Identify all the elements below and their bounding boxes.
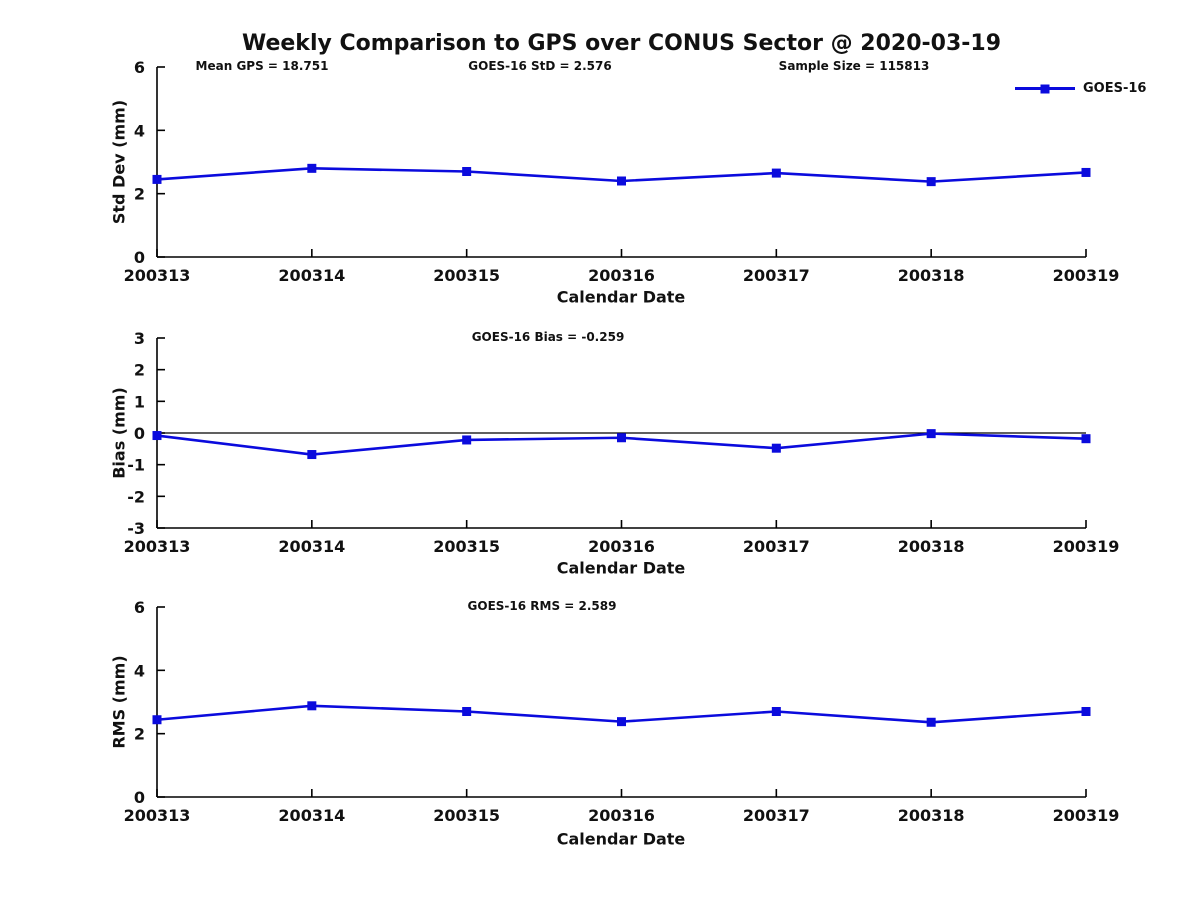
data-point-marker <box>926 429 936 439</box>
data-point-marker <box>1081 707 1091 716</box>
data-point-marker <box>617 176 626 186</box>
data-point-marker <box>1081 167 1091 177</box>
data-point-marker <box>462 435 472 445</box>
x-tick-label: 200314 <box>278 537 345 556</box>
x-tick-label: 200316 <box>588 806 655 825</box>
data-point-marker <box>462 167 472 176</box>
legend-label: GOES-16 <box>1083 81 1147 96</box>
xlabel-calendar-date-3: Calendar Date <box>556 829 686 849</box>
xlabel-calendar-date-2: Calendar Date <box>556 558 686 578</box>
data-point-marker <box>926 177 936 187</box>
y-tick-label: 0 <box>134 788 145 807</box>
legend: GOES-16 <box>1015 81 1146 96</box>
y-tick-label: 2 <box>134 185 145 204</box>
data-point-marker <box>307 450 317 460</box>
data-point-marker <box>307 163 317 173</box>
x-tick-label: 200313 <box>124 806 191 825</box>
y-tick-label: 0 <box>134 424 145 443</box>
data-point-marker <box>152 431 162 441</box>
y-tick-label: -3 <box>127 519 145 538</box>
y-tick-label: 6 <box>134 58 145 77</box>
y-tick-label: 4 <box>134 661 145 680</box>
annotation-goes16-std: GOES-16 StD = 2.576 <box>468 59 612 73</box>
y-tick-label: -2 <box>127 487 145 506</box>
x-tick-label: 200318 <box>898 266 965 285</box>
x-tick-label: 200318 <box>898 537 965 556</box>
y-tick-label: -1 <box>127 456 145 475</box>
x-tick-label: 200319 <box>1053 537 1120 556</box>
x-tick-label: 200315 <box>433 266 500 285</box>
y-tick-label: 6 <box>134 598 145 617</box>
x-tick-label: 200317 <box>743 537 810 556</box>
subplot-bias-title: GOES-16 Bias = -0.259 <box>471 330 625 344</box>
x-tick-label: 200316 <box>588 266 655 285</box>
y-tick-label: 0 <box>134 248 145 267</box>
annotation-mean-gps: Mean GPS = 18.751 <box>195 59 329 73</box>
data-point-marker <box>152 174 162 184</box>
data-point-marker <box>926 717 936 727</box>
data-point-marker <box>462 707 472 716</box>
y-tick-label: 1 <box>134 392 145 411</box>
x-tick-label: 200316 <box>588 537 655 556</box>
y-tick-label: 2 <box>134 725 145 744</box>
x-tick-label: 200314 <box>278 806 345 825</box>
legend-square-marker-icon <box>1040 84 1050 93</box>
ylabel-bias: Bias (mm) <box>109 387 129 479</box>
x-tick-label: 200313 <box>124 266 191 285</box>
annotation-sample-size: Sample Size = 115813 <box>778 59 930 73</box>
y-tick-label: 2 <box>134 361 145 380</box>
legend-line-sample <box>1015 84 1075 93</box>
data-point-marker <box>307 701 317 711</box>
xlabel-calendar-date-1: Calendar Date <box>556 287 686 307</box>
ylabel-std-dev: Std Dev (mm) <box>109 99 129 225</box>
x-tick-label: 200317 <box>743 806 810 825</box>
figure-title: Weekly Comparison to GPS over CONUS Sect… <box>241 31 1001 56</box>
data-point-marker <box>771 707 781 716</box>
ylabel-rms: RMS (mm) <box>109 655 129 749</box>
data-point-marker <box>771 168 781 178</box>
data-point-marker <box>617 433 626 443</box>
data-point-marker <box>771 443 781 453</box>
x-tick-label: 200315 <box>433 537 500 556</box>
x-tick-label: 200315 <box>433 806 500 825</box>
x-tick-label: 200319 <box>1053 806 1120 825</box>
y-tick-label: 4 <box>134 121 145 140</box>
x-tick-label: 200314 <box>278 266 345 285</box>
data-point-marker <box>1081 434 1091 444</box>
x-tick-label: 200319 <box>1053 266 1120 285</box>
data-point-marker <box>152 715 162 725</box>
subplot-rms-title: GOES-16 RMS = 2.589 <box>467 599 617 613</box>
x-tick-label: 200318 <box>898 806 965 825</box>
data-point-marker <box>617 717 626 727</box>
x-tick-label: 200313 <box>124 537 191 556</box>
x-tick-label: 200317 <box>743 266 810 285</box>
y-tick-label: 3 <box>134 329 145 348</box>
